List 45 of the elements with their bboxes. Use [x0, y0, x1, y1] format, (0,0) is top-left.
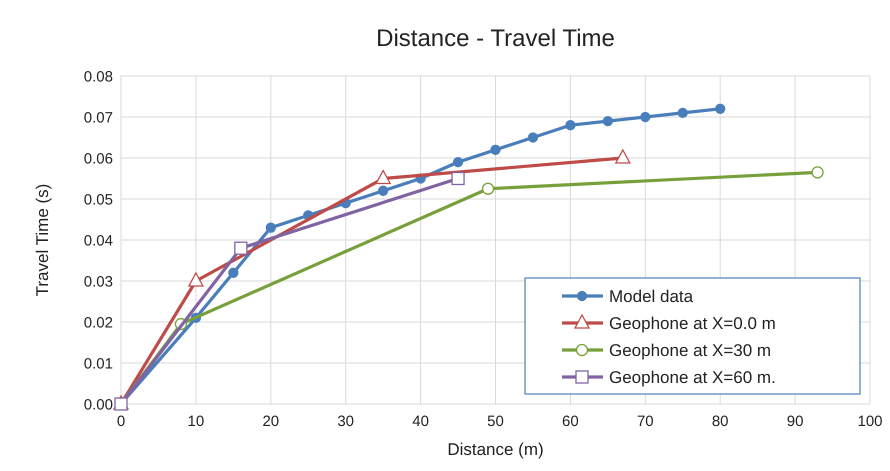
point [376, 170, 391, 184]
y-tick-label: 0.03 [84, 273, 113, 290]
x-tick-label: 30 [337, 413, 354, 430]
x-tick-label: 80 [712, 413, 729, 430]
point [678, 108, 688, 118]
legend-label: Geophone at X=30 m [609, 340, 772, 360]
x-tick-label: 50 [487, 413, 504, 430]
legend-label: Model data [609, 286, 694, 306]
point [451, 172, 465, 186]
x-tick-label: 100 [857, 413, 883, 430]
x-axis-title: Distance (m) [447, 440, 544, 459]
y-tick-label: 0.00 [84, 396, 113, 414]
y-tick-label: 0.06 [84, 150, 113, 168]
y-tick-label: 0.01 [84, 355, 113, 372]
point [715, 104, 726, 114]
point [266, 222, 276, 233]
point [482, 182, 494, 195]
x-tick-label: 20 [262, 413, 280, 430]
point [452, 156, 464, 168]
point [602, 116, 613, 126]
x-tick-label: 10 [188, 413, 204, 430]
point [188, 272, 204, 287]
point [640, 112, 650, 122]
legend-label: Geophone at X=0.0 m [609, 314, 776, 333]
chart-title: Distance - Travel Time [376, 25, 615, 52]
y-tick-label: 0.05 [84, 191, 113, 208]
point [234, 242, 248, 255]
y-tick-label: 0.08 [84, 68, 113, 86]
x-tick-label: 40 [412, 413, 429, 430]
point [811, 166, 824, 178]
y-tick-label: 0.07 [84, 109, 113, 126]
x-tick-label: 0 [116, 413, 126, 430]
legend-label: Geophone at X=60 m. [609, 368, 776, 387]
point [565, 120, 576, 130]
point [490, 144, 501, 155]
point [228, 268, 238, 278]
y-tick-label: 0.04 [84, 232, 113, 250]
x-tick-label: 90 [786, 413, 804, 430]
x-tick-label: 60 [562, 413, 579, 430]
y-axis-title: Travel Time (s) [33, 184, 52, 296]
x-tick-label: 70 [636, 413, 654, 430]
y-tick-label: 0.02 [84, 314, 113, 332]
point [378, 186, 388, 196]
point [528, 132, 538, 143]
point [615, 149, 630, 164]
